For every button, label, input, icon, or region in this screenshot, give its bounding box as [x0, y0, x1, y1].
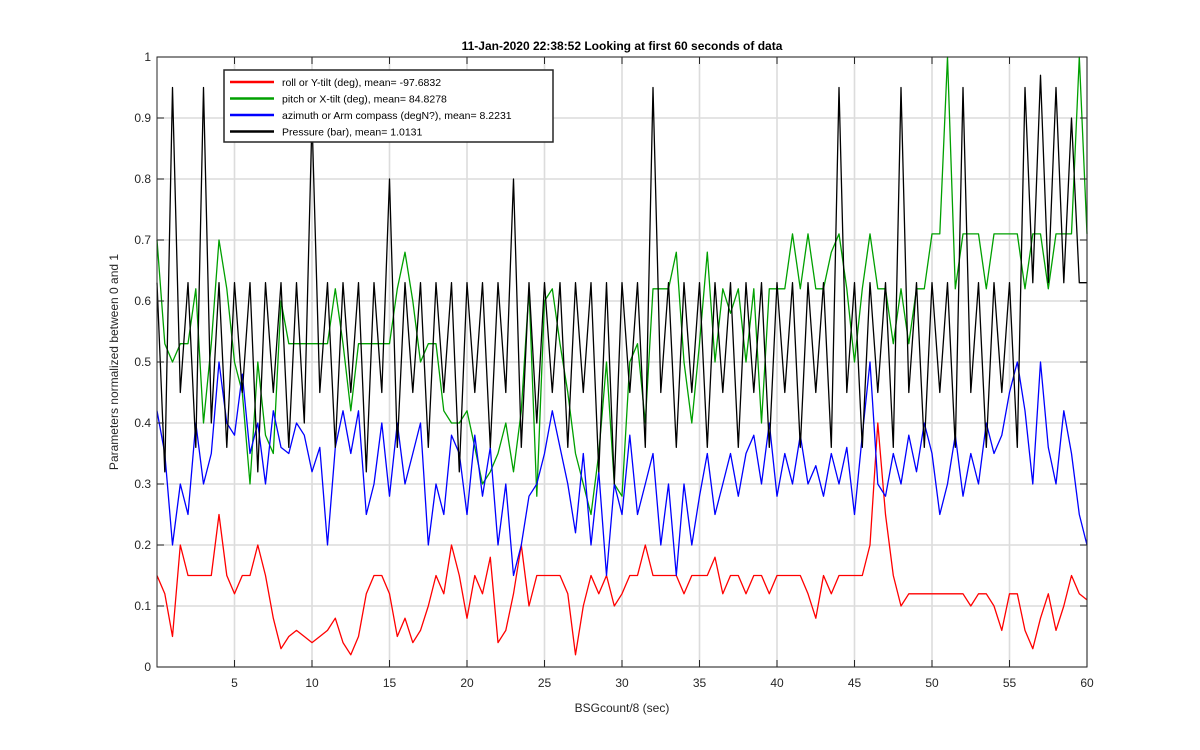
x-tick-label: 20 — [460, 676, 474, 690]
x-tick-label: 55 — [1003, 676, 1017, 690]
y-tick-label: 1 — [144, 50, 151, 64]
x-tick-label: 10 — [305, 676, 319, 690]
y-tick-label: 0.5 — [134, 355, 151, 369]
series-line-2 — [156, 361, 1088, 577]
legend-label-0: roll or Y-tilt (deg), mean= -97.6832 — [282, 77, 441, 89]
y-tick-label: 0.7 — [134, 233, 151, 247]
x-tick-label: 40 — [770, 676, 784, 690]
legend-box — [223, 69, 554, 143]
y-tick-label: 0.6 — [134, 294, 151, 308]
y-tick-label: 0.3 — [134, 477, 151, 491]
y-tick-label: 0.8 — [134, 172, 151, 186]
legend: roll or Y-tilt (deg), mean= -97.6832 pitc… — [223, 69, 554, 143]
series-line-0 — [156, 422, 1088, 656]
x-tick-label: 15 — [383, 676, 397, 690]
x-tick-label: 50 — [925, 676, 939, 690]
x-tick-label: 5 — [231, 676, 238, 690]
y-tick-label: 0.2 — [134, 538, 151, 552]
legend-label-1: pitch or X-tilt (deg), mean= 84.8278 — [282, 94, 447, 106]
x-tick-label: 60 — [1080, 676, 1094, 690]
legend-label-2: azimuth or Arm compass (degN?), mean= 8.… — [282, 110, 512, 122]
x-tick-label: 45 — [848, 676, 862, 690]
axis-ticks: 5 10 15 20 25 30 35 40 45 50 55 60 0 0.1 0.2 0.3 0.4 0.5 0… — [134, 50, 1094, 690]
y-tick-label: 0 — [144, 660, 151, 674]
y-tick-label: 0.1 — [134, 599, 151, 613]
legend-entries: roll or Y-tilt (deg), mean= -97.6832 pitc… — [230, 77, 512, 139]
y-tick-label: 0.4 — [134, 416, 151, 430]
legend-label-3: Pressure (bar), mean= 1.0131 — [282, 127, 423, 139]
y-tick-label: 0.9 — [134, 111, 151, 125]
x-tick-label: 30 — [615, 676, 629, 690]
y-axis-label: Parameters normalized between 0 and 1 — [107, 254, 121, 470]
x-tick-label: 35 — [693, 676, 707, 690]
x-tick-label: 25 — [538, 676, 552, 690]
chart-title: 11-Jan-2020 22:38:52 Looking at first 60… — [462, 39, 783, 53]
x-axis-label: BSGcount/8 (sec) — [575, 701, 670, 715]
series-line-1 — [156, 56, 1088, 516]
